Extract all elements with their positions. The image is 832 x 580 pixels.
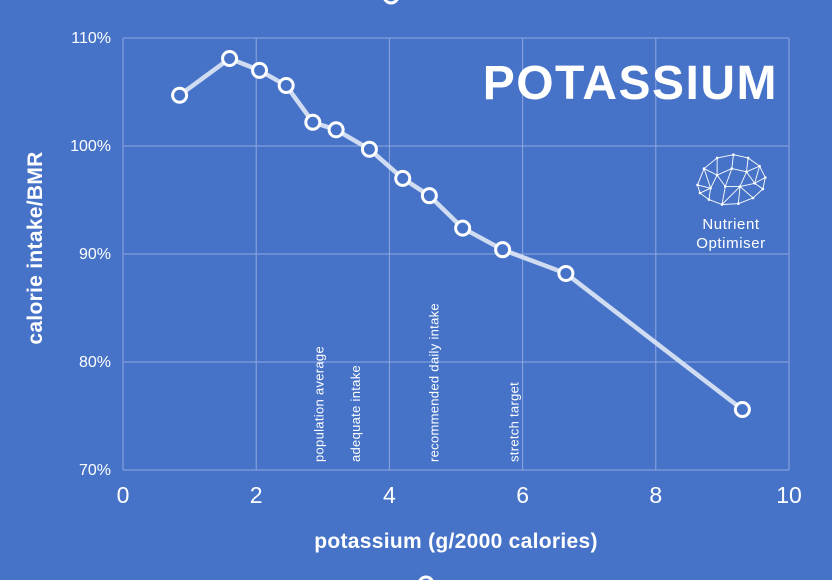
- x-tick-label: 0: [117, 482, 130, 508]
- y-tick-label: 70%: [79, 462, 111, 479]
- data-point-marker: [221, 50, 239, 68]
- x-tick-label: 10: [776, 482, 802, 508]
- logo-text-line2: Optimiser: [696, 234, 766, 252]
- data-point-marker: [454, 219, 472, 237]
- y-axis-title: calorie intake/BMR: [24, 151, 47, 345]
- annotation-label: adequate intake: [348, 365, 363, 462]
- logo-text-line1: Nutrient: [702, 216, 760, 233]
- data-point-marker: [304, 113, 322, 131]
- x-tick-label: 2: [250, 482, 263, 508]
- annotation-label: stretch target: [507, 382, 522, 462]
- data-point-marker: [360, 140, 378, 158]
- data-point-marker: [327, 121, 345, 139]
- chart-title: POTASSIUM: [482, 57, 778, 110]
- cropped-marker-top: [383, 0, 399, 5]
- data-point-marker: [251, 61, 269, 79]
- x-tick-label: 8: [649, 482, 662, 508]
- y-tick-label: 80%: [79, 354, 111, 371]
- data-point-marker: [733, 401, 751, 419]
- brain-network-icon: [696, 153, 767, 206]
- annotation-label: recommended daily intake: [427, 303, 442, 462]
- nutrient-optimiser-logo: Nutrient Optimiser: [668, 150, 794, 254]
- x-tick-label: 6: [516, 482, 529, 508]
- y-tick-label: 100%: [70, 138, 111, 155]
- cropped-marker-bottom: [418, 575, 434, 580]
- data-point-marker: [394, 169, 412, 187]
- y-tick-label: 110%: [71, 30, 111, 47]
- data-point-marker: [557, 264, 575, 282]
- annotation-label: population average: [311, 346, 326, 462]
- data-point-marker: [420, 187, 438, 205]
- x-axis-title: potassium (g/2000 calories): [314, 530, 598, 553]
- data-point-marker: [277, 77, 295, 95]
- data-point-marker: [171, 86, 189, 104]
- data-point-marker: [494, 241, 512, 259]
- y-tick-label: 90%: [79, 246, 111, 263]
- x-tick-label: 4: [383, 482, 396, 508]
